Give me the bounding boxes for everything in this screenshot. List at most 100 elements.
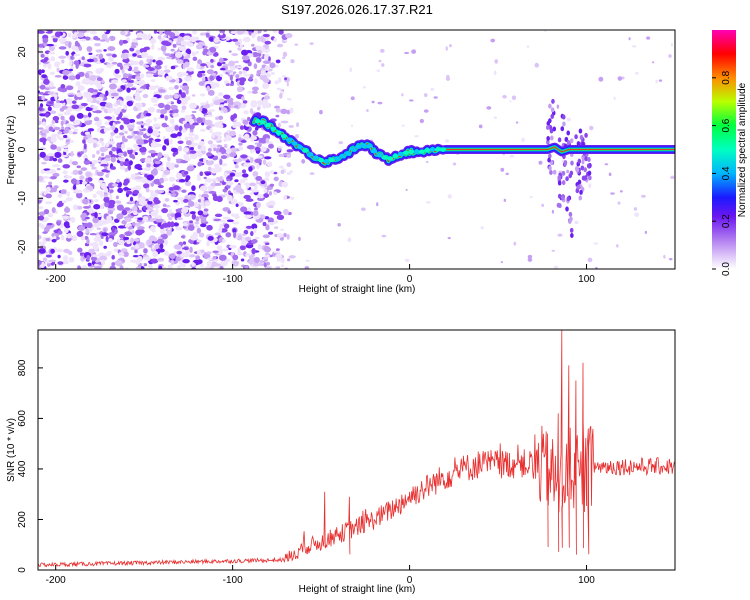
noise-blob — [222, 188, 228, 193]
noise-blob — [377, 101, 383, 105]
noise-blob — [104, 121, 111, 125]
noise-blob — [38, 241, 46, 246]
noise-blob — [222, 248, 229, 252]
noise-blob — [551, 249, 555, 252]
noise-blob — [174, 51, 183, 58]
noise-blob — [189, 194, 196, 200]
noise-blob — [254, 78, 258, 85]
trace-blob — [429, 147, 436, 152]
noise-blob — [43, 78, 50, 85]
noise-blob — [254, 236, 260, 240]
noise-blob — [243, 133, 250, 140]
noise-blob — [126, 190, 133, 195]
noise-blob — [566, 130, 571, 136]
noise-blob — [425, 160, 429, 164]
noise-blob — [86, 137, 95, 144]
noise-blob — [502, 94, 507, 99]
noise-blob — [109, 265, 116, 269]
noise-blob — [211, 131, 216, 139]
noise-blob — [132, 38, 139, 43]
noise-blob — [94, 265, 102, 269]
noise-blob — [114, 74, 122, 79]
noise-blob — [216, 245, 223, 250]
noise-blob — [668, 257, 673, 261]
noise-blob — [131, 44, 137, 49]
noise-blob — [189, 211, 196, 215]
noise-blob — [66, 233, 73, 239]
noise-blob — [168, 165, 175, 170]
noise-blob — [111, 54, 117, 58]
noise-blob — [137, 196, 146, 203]
noise-blob — [204, 172, 212, 176]
noise-blob — [447, 237, 451, 240]
noise-blob — [45, 87, 50, 91]
noise-blob — [546, 135, 550, 141]
noise-blob — [116, 204, 124, 211]
noise-blob — [100, 159, 108, 166]
noise-blob — [86, 58, 95, 63]
noise-blob — [183, 246, 189, 251]
noise-blob — [65, 50, 70, 56]
noise-blob — [199, 185, 208, 192]
noise-blob — [184, 136, 189, 141]
noise-blob — [366, 108, 369, 113]
noise-blob — [226, 181, 234, 186]
noise-blob — [38, 215, 45, 221]
noise-blob — [187, 42, 194, 48]
noise-blob — [266, 261, 270, 266]
noise-blob — [170, 192, 177, 197]
noise-blob — [234, 104, 239, 109]
noise-blob — [187, 224, 195, 231]
noise-blob — [73, 60, 80, 66]
noise-blob — [86, 46, 93, 52]
noise-blob — [509, 100, 512, 103]
noise-blob — [45, 186, 51, 192]
noise-blob — [168, 209, 173, 214]
noise-blob — [52, 157, 58, 162]
noise-blob — [191, 110, 197, 114]
noise-blob — [165, 56, 173, 60]
noise-blob — [111, 61, 118, 65]
noise-blob — [96, 171, 104, 177]
noise-blob — [38, 116, 42, 121]
noise-blob — [108, 83, 117, 90]
noise-blob — [236, 86, 243, 93]
noise-blob — [121, 135, 126, 142]
colorbar-tick-label: 0.0 — [721, 262, 732, 276]
trace-blob — [280, 133, 287, 139]
noise-blob — [267, 161, 273, 167]
noise-blob — [249, 182, 256, 187]
noise-blob — [338, 141, 344, 145]
noise-blob — [549, 169, 553, 175]
noise-blob — [445, 76, 451, 82]
noise-blob — [644, 230, 648, 234]
y-tick-label: 20 — [17, 46, 28, 58]
noise-blob — [180, 159, 188, 164]
y-tick-label: 0 — [17, 146, 28, 152]
noise-blob — [66, 191, 71, 197]
noise-blob — [43, 208, 50, 215]
noise-blob — [51, 133, 59, 137]
noise-blob — [145, 119, 153, 124]
noise-blob — [122, 129, 126, 133]
noise-blob — [68, 130, 74, 135]
noise-blob — [197, 161, 202, 167]
noise-blob — [70, 150, 74, 157]
noise-blob — [43, 63, 47, 68]
noise-blob — [90, 30, 97, 35]
noise-blob — [222, 216, 231, 220]
noise-blob — [166, 213, 171, 218]
noise-blob — [119, 265, 124, 269]
noise-blob — [91, 154, 96, 159]
noise-blob — [56, 221, 62, 225]
noise-blob — [157, 257, 165, 262]
noise-blob — [273, 37, 277, 43]
noise-blob — [155, 215, 163, 220]
noise-blob — [217, 248, 223, 255]
noise-blob — [38, 120, 42, 126]
noise-blob — [164, 53, 172, 57]
noise-blob — [68, 256, 75, 263]
noise-blob — [38, 106, 43, 112]
noise-blob — [52, 115, 60, 121]
noise-blob — [126, 135, 134, 139]
